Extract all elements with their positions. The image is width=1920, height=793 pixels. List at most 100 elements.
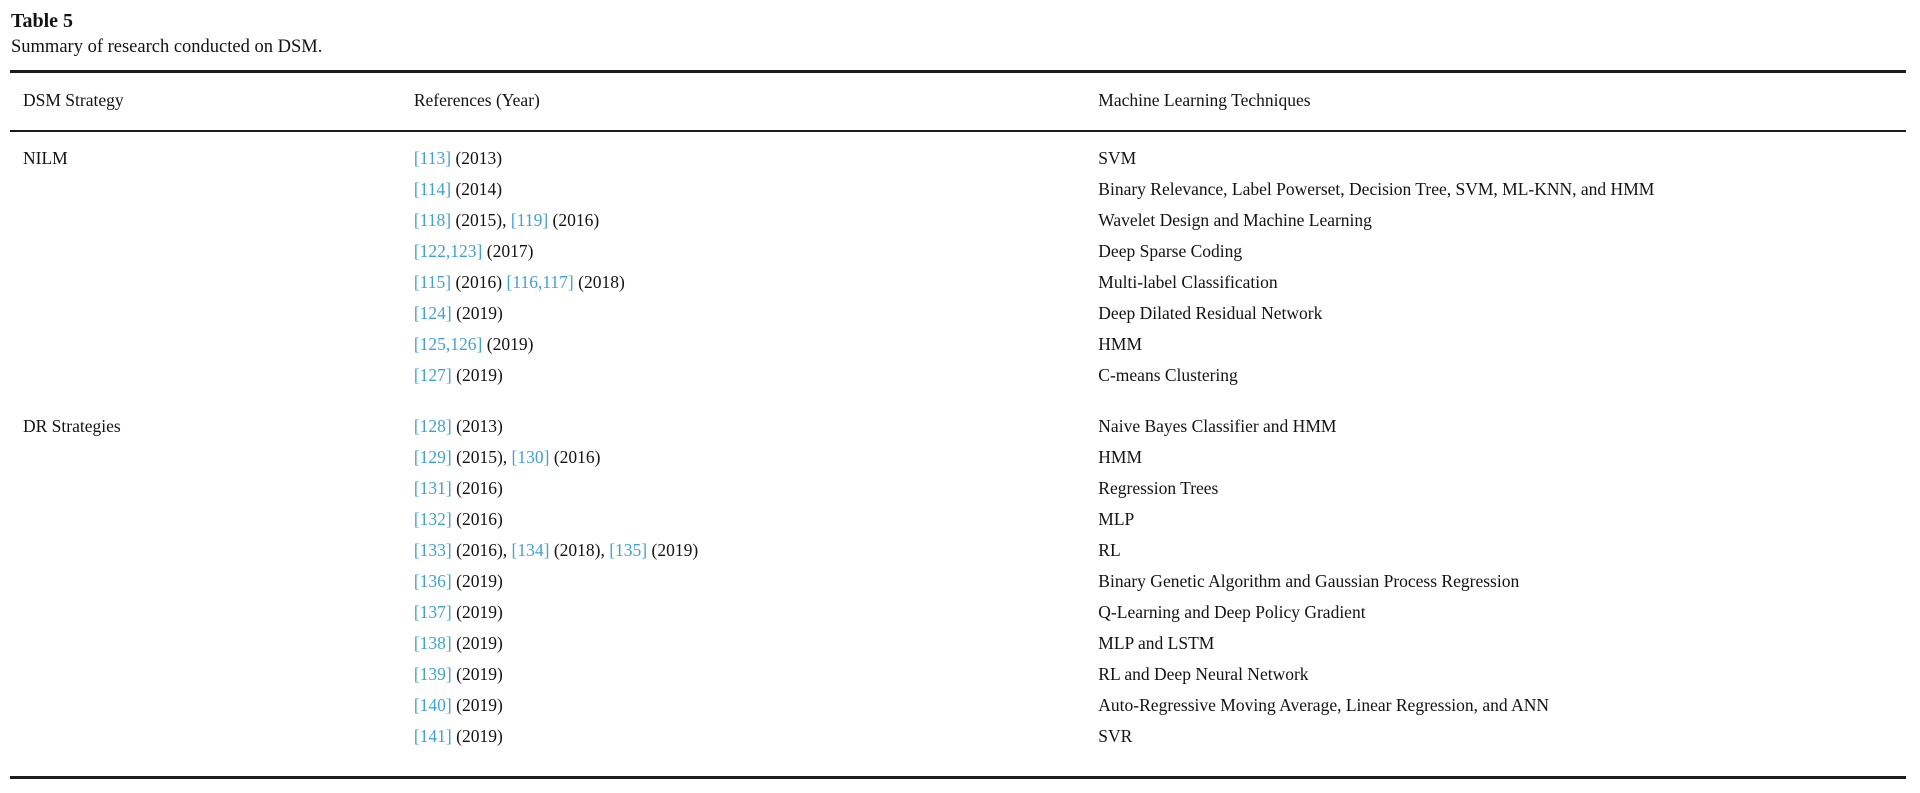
reference-link[interactable]: [128] <box>413 416 452 437</box>
reference-year: (2016) <box>548 210 600 231</box>
ml-technique-cell: RL and Deep Neural Network <box>1098 664 1309 685</box>
dsm-research-table: DSM Strategy References (Year) Machine L… <box>10 70 1906 780</box>
ml-technique-cell: HMM <box>1098 334 1143 355</box>
dsm-strategy-cell <box>10 721 414 778</box>
reference-year: (2019) <box>451 303 503 324</box>
dsm-strategy-cell <box>10 298 414 329</box>
ml-technique-cell: SVM <box>1098 148 1137 169</box>
dsm-strategy-cell <box>10 504 414 535</box>
references-cell: [128] (2013) <box>414 391 1098 442</box>
references-cell: [132] (2016) <box>414 504 1098 535</box>
reference-link[interactable]: [115] <box>413 272 452 293</box>
dsm-strategy-cell <box>10 329 414 360</box>
reference-link[interactable]: [124] <box>413 303 452 324</box>
reference-link[interactable]: [131] <box>413 478 452 499</box>
dsm-strategy-cell <box>10 473 414 504</box>
reference-link[interactable]: [139] <box>413 664 452 685</box>
reference-year: (2016) <box>549 447 601 468</box>
table-row: [125,126] (2019) HMM <box>10 329 1906 360</box>
reference-year: (2019) <box>647 540 699 561</box>
reference-year: (2019) <box>451 695 503 716</box>
table-row: [129] (2015), [130] (2016) HMM <box>10 442 1906 473</box>
reference-year: (2017) <box>482 241 534 262</box>
references-cell: [138] (2019) <box>414 628 1098 659</box>
dsm-strategy-cell <box>10 690 414 721</box>
reference-year: (2019) <box>451 365 503 386</box>
reference-link[interactable]: [114] <box>413 179 452 200</box>
table-row: [124] (2019) Deep Dilated Residual Networ… <box>10 298 1906 329</box>
table-row: [132] (2016) MLP <box>10 504 1906 535</box>
references-cell: [133] (2016), [134] (2018), [135] (2019) <box>414 535 1098 566</box>
ml-technique-cell: Deep Dilated Residual Network <box>1098 303 1323 324</box>
column-header-references-year: References (Year) <box>413 71 1099 133</box>
ml-technique-cell: Regression Trees <box>1098 478 1219 499</box>
reference-link[interactable]: [118] <box>413 210 452 231</box>
table-row: [136] (2019) Binary Genetic Algorithm and… <box>10 566 1906 597</box>
references-cell: [114] (2014) <box>414 174 1098 205</box>
dsm-strategy-cell <box>10 535 414 566</box>
reference-link[interactable]: [136] <box>413 571 452 592</box>
reference-link[interactable]: [133] <box>413 540 452 561</box>
reference-link[interactable]: [125,126] <box>413 334 483 355</box>
reference-link[interactable]: [119] <box>510 210 549 231</box>
reference-link[interactable]: [130] <box>511 447 550 468</box>
reference-year: (2019) <box>451 602 503 623</box>
reference-year: (2019) <box>451 726 503 747</box>
reference-link[interactable]: [127] <box>413 365 452 386</box>
dsm-strategy-cell: DR Strategies <box>23 416 121 437</box>
table-row: [115] (2016) [116,117] (2018) Multi-label… <box>10 267 1906 298</box>
ml-technique-cell: Binary Relevance, Label Powerset, Decisi… <box>1098 179 1655 200</box>
reference-link[interactable]: [137] <box>413 602 452 623</box>
ml-technique-cell: RL <box>1098 540 1121 561</box>
table-row: [138] (2019) MLP and LSTM <box>10 628 1906 659</box>
reference-year: (2014) <box>451 179 503 200</box>
references-cell: [137] (2019) <box>414 597 1098 628</box>
references-cell: [136] (2019) <box>414 566 1098 597</box>
references-cell: [124] (2019) <box>414 298 1098 329</box>
reference-year: (2013) <box>451 416 503 437</box>
references-cell: [140] (2019) <box>414 690 1098 721</box>
table-body: NILM [113] (2013) SVM [114] (2014) Binary Re… <box>10 131 1906 778</box>
ml-technique-cell: Q-Learning and Deep Policy Gradient <box>1098 602 1366 623</box>
references-cell: [127] (2019) <box>414 360 1098 391</box>
reference-year: (2018) <box>573 272 625 293</box>
reference-link[interactable]: [138] <box>413 633 452 654</box>
reference-link[interactable]: [129] <box>413 447 452 468</box>
reference-year: (2018), <box>549 540 610 561</box>
ml-technique-cell: HMM <box>1098 447 1143 468</box>
reference-link[interactable]: [122,123] <box>413 241 483 262</box>
ml-technique-cell: Deep Sparse Coding <box>1098 241 1243 262</box>
reference-link[interactable]: [135] <box>609 540 648 561</box>
reference-link[interactable]: [134] <box>511 540 550 561</box>
table-row: NILM [113] (2013) SVM <box>10 131 1906 174</box>
header-row: DSM Strategy References (Year) Machine L… <box>10 71 1906 133</box>
dsm-strategy-cell <box>10 566 414 597</box>
reference-link[interactable]: [116,117] <box>506 272 574 293</box>
table-row: DR Strategies [128] (2013) Naive Bayes Cla… <box>10 391 1906 442</box>
table-row: [114] (2014) Binary Relevance, Label Powe… <box>10 174 1906 205</box>
reference-year: (2019) <box>451 633 503 654</box>
reference-link[interactable]: [113] <box>413 148 452 169</box>
table-row: [139] (2019) RL and Deep Neural Network <box>10 659 1906 690</box>
dsm-strategy-cell <box>10 174 414 205</box>
table-header: DSM Strategy References (Year) Machine L… <box>10 71 1906 133</box>
reference-link[interactable]: [141] <box>413 726 452 747</box>
reference-year: (2015), <box>451 447 512 468</box>
references-cell: [118] (2015), [119] (2016) <box>414 205 1098 236</box>
table-label: Table 5 <box>11 10 74 32</box>
reference-year: (2016), <box>451 540 512 561</box>
dsm-strategy-cell: NILM <box>23 148 68 169</box>
reference-link[interactable]: [132] <box>413 509 452 530</box>
table-row: [141] (2019) SVR <box>10 721 1906 778</box>
ml-technique-cell: Wavelet Design and Machine Learning <box>1098 210 1372 231</box>
reference-year: (2019) <box>451 664 503 685</box>
ml-technique-cell: MLP and LSTM <box>1098 633 1215 654</box>
references-cell: [125,126] (2019) <box>414 329 1098 360</box>
ml-technique-cell: Auto-Regressive Moving Average, Linear R… <box>1098 695 1549 716</box>
reference-year: (2019) <box>482 334 534 355</box>
table-row: [137] (2019) Q-Learning and Deep Policy G… <box>10 597 1906 628</box>
references-cell: [129] (2015), [130] (2016) <box>414 442 1098 473</box>
reference-link[interactable]: [140] <box>413 695 452 716</box>
references-cell: [131] (2016) <box>414 473 1098 504</box>
table-caption: Summary of research conducted on DSM. <box>11 37 323 57</box>
